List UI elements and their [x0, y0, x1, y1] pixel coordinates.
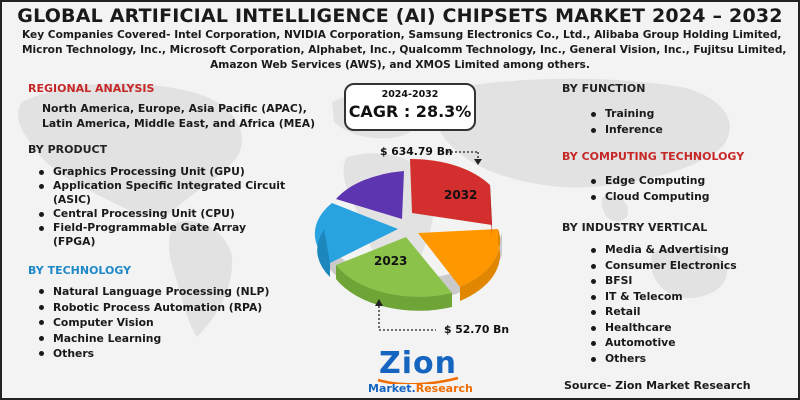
- list-item: Media & Advertising: [588, 242, 737, 258]
- by-product-heading: BY PRODUCT: [28, 143, 108, 156]
- list-item: Cloud Computing: [588, 189, 710, 205]
- list-item: BFSI: [588, 273, 737, 289]
- list-item: Graphics Processing Unit (GPU): [36, 165, 285, 179]
- pie-slice-red: [410, 158, 492, 225]
- pie-slice-purple: [336, 171, 404, 219]
- logo-sub: Market.Research: [368, 382, 473, 395]
- list-item: Retail: [588, 304, 737, 320]
- by-technology-list: Natural Language Processing (NLP) Roboti…: [36, 284, 269, 362]
- companies-line: Amazon Web Services (AWS), and XMOS Limi…: [210, 59, 590, 71]
- list-item-continuation: (FPGA): [53, 235, 96, 248]
- by-function-heading: BY FUNCTION: [562, 82, 646, 95]
- logo-sub-a: Market.: [368, 382, 416, 395]
- value-2032-label: $ 634.79 Bn: [380, 145, 453, 158]
- companies-line: Micron Technology, Inc., Microsoft Corpo…: [22, 44, 787, 56]
- by-industry-list: Media & Advertising Consumer Electronics…: [588, 242, 737, 366]
- callout-2023-arrow: [375, 299, 436, 331]
- list-item: Automotive: [588, 335, 737, 351]
- regional-analysis-heading: REGIONAL ANALYSIS: [28, 82, 155, 95]
- pie-slice-green: [336, 237, 452, 297]
- list-item: IT & Telecom: [588, 289, 737, 305]
- list-item: Natural Language Processing (NLP): [36, 284, 269, 300]
- companies-line: Key Companies Covered- Intel Corporation…: [22, 29, 782, 41]
- list-item: Machine Learning: [36, 331, 269, 347]
- zion-logo: Zion Market.Research: [368, 346, 473, 398]
- cagr-value: CAGR : 28.3%: [348, 102, 472, 121]
- by-computing-heading: BY COMPUTING TECHNOLOGY: [562, 150, 745, 163]
- by-product-list: Graphics Processing Unit (GPU) Applicati…: [36, 165, 285, 249]
- pie-chart: 2032 2023: [314, 158, 502, 311]
- value-2023-label: $ 52.70 Bn: [444, 323, 510, 336]
- list-item: Consumer Electronics: [588, 258, 737, 274]
- list-item: Inference: [588, 122, 663, 138]
- by-industry-heading: BY INDUSTRY VERTICAL: [562, 221, 708, 234]
- pie-label-2023: 2023: [374, 254, 407, 268]
- list-item: Edge Computing: [588, 173, 710, 189]
- pie-label-2032: 2032: [444, 188, 477, 202]
- cagr-period: 2024-2032: [381, 89, 439, 100]
- logo-sub-b: Research: [415, 382, 473, 395]
- by-computing-list: Edge Computing Cloud Computing: [588, 173, 710, 204]
- list-item: Healthcare: [588, 320, 737, 336]
- list-item: Field-Programmable Gate Array: [36, 221, 285, 235]
- source-text: Source- Zion Market Research: [564, 379, 751, 392]
- page-title: GLOBAL ARTIFICIAL INTELLIGENCE (AI) CHIP…: [17, 5, 783, 27]
- by-function-list: Training Inference: [588, 106, 663, 137]
- regional-line: North America, Europe, Asia Pacific (APA…: [42, 102, 307, 115]
- callout-2032-arrow: [447, 151, 482, 165]
- list-item-continuation: (ASIC): [53, 193, 91, 206]
- list-item: Central Processing Unit (CPU): [36, 207, 285, 221]
- pie-slice-orange: [418, 229, 501, 287]
- key-companies-text: Key Companies Covered- Intel Corporation…: [22, 28, 787, 73]
- pie-slice-blue: [314, 203, 398, 263]
- list-item: Others: [588, 351, 737, 367]
- list-item: Training: [588, 106, 663, 122]
- logo-swoosh-icon: [377, 376, 459, 384]
- list-item: Computer Vision: [36, 315, 269, 331]
- regional-analysis-text: North America, Europe, Asia Pacific (APA…: [42, 102, 315, 131]
- list-item: Robotic Process Automation (RPA): [36, 300, 269, 316]
- regional-line: Latin America, Middle East, and Africa (…: [42, 116, 316, 130]
- cagr-box: 2024-2032 CAGR : 28.3%: [344, 83, 476, 131]
- by-technology-heading: BY TECHNOLOGY: [28, 264, 132, 277]
- list-item: Application Specific Integrated Circuit: [36, 179, 285, 193]
- logo-word: Zion: [378, 346, 457, 381]
- list-item: Others: [36, 346, 269, 362]
